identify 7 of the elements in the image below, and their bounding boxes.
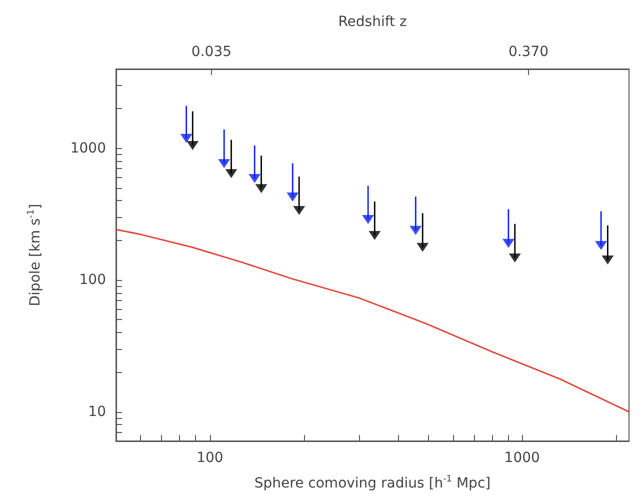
y-tick-label: 10: [88, 404, 106, 420]
y-axis-title: Dipole [km s-1]: [26, 204, 44, 306]
y-tick-label: 1000: [70, 140, 106, 156]
x2-tick-label: 0.035: [191, 44, 232, 60]
x2-tick-label: 0.370: [508, 44, 549, 60]
x2-axis-title: Redshift z: [338, 14, 407, 30]
y-tick-label: 100: [79, 272, 106, 288]
